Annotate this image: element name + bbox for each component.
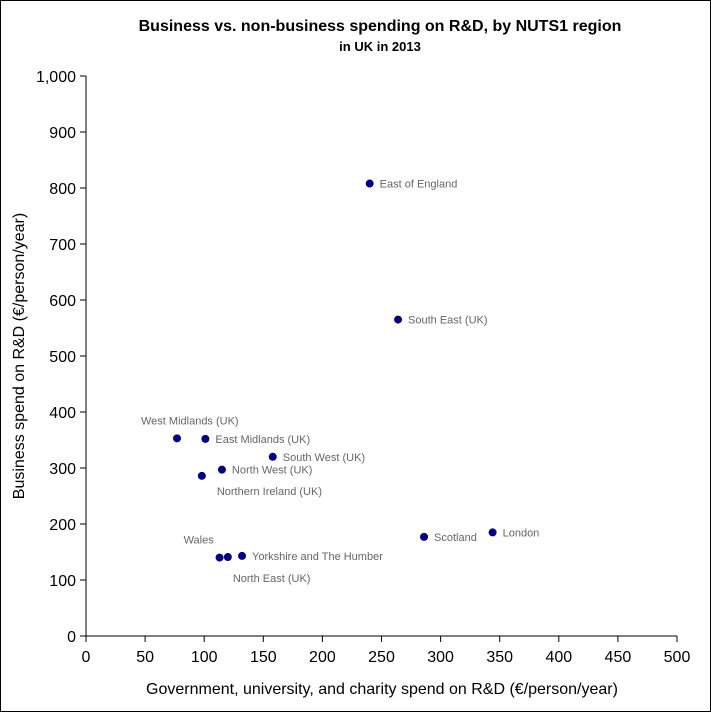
- x-tick-label: 50: [136, 649, 154, 666]
- data-point: [173, 434, 182, 443]
- data-points: East of England South East (UK) West Midla…: [141, 179, 539, 586]
- x-axis-label: Government, university, and charity spen…: [146, 681, 618, 698]
- x-tick-label: 500: [664, 649, 691, 666]
- y-axis-label: Business spend on R&D (€/person/year): [11, 213, 28, 499]
- x-tick-label: 400: [545, 649, 572, 666]
- x-tick-label: 350: [486, 649, 513, 666]
- point-label: Yorkshire and The Humber: [252, 551, 383, 563]
- point-label: Wales: [184, 535, 215, 547]
- chart-subtitle: in UK in 2013: [339, 39, 421, 54]
- y-tick-label: 600: [49, 293, 76, 310]
- y-tick-label: 500: [49, 349, 76, 366]
- x-tick-label: 100: [191, 649, 218, 666]
- data-point: [488, 528, 497, 537]
- data-point: [223, 553, 232, 562]
- data-point: [215, 553, 224, 562]
- data-point: [217, 465, 226, 474]
- y-tick-label: 100: [49, 573, 76, 590]
- x-tick-label: 250: [368, 649, 395, 666]
- point-label: North West (UK): [232, 465, 312, 477]
- y-tick-label: 700: [49, 237, 76, 254]
- y-tick-label: 200: [49, 517, 76, 534]
- x-tick-label: 450: [605, 649, 632, 666]
- y-tick-label: 400: [49, 405, 76, 422]
- data-point: [238, 551, 247, 560]
- y-tick-label: 800: [49, 181, 76, 198]
- y-ticks: 0 100 200 300 400 500 600 700 800 900 1,000: [36, 69, 86, 646]
- data-point: [394, 315, 403, 324]
- x-tick-label: 200: [309, 649, 336, 666]
- point-label: North East (UK): [233, 573, 311, 585]
- y-tick-label: 0: [67, 629, 76, 646]
- x-tick-label: 300: [427, 649, 454, 666]
- x-tick-label: 150: [250, 649, 277, 666]
- data-point: [420, 532, 429, 541]
- y-tick-label: 300: [49, 461, 76, 478]
- point-label: West Midlands (UK): [141, 415, 239, 427]
- data-point: [201, 434, 210, 443]
- chart-title: Business vs. non-business spending on R&…: [139, 18, 622, 35]
- x-tick-label: 0: [82, 649, 91, 666]
- data-point: [365, 179, 374, 188]
- point-label: South East (UK): [408, 315, 487, 327]
- data-point: [197, 471, 206, 480]
- x-ticks: 0 50 100 150 200 250 300 350 400 450 500: [82, 636, 691, 666]
- y-tick-label: 1,000: [36, 69, 76, 86]
- point-label: Northern Ireland (UK): [217, 486, 322, 498]
- point-label: East Midlands (UK): [215, 434, 310, 446]
- point-label: Scotland: [434, 532, 477, 544]
- data-point: [268, 452, 277, 461]
- y-tick-label: 900: [49, 125, 76, 142]
- point-label: London: [503, 527, 540, 539]
- point-label: South West (UK): [283, 452, 365, 464]
- point-label: East of England: [380, 179, 458, 191]
